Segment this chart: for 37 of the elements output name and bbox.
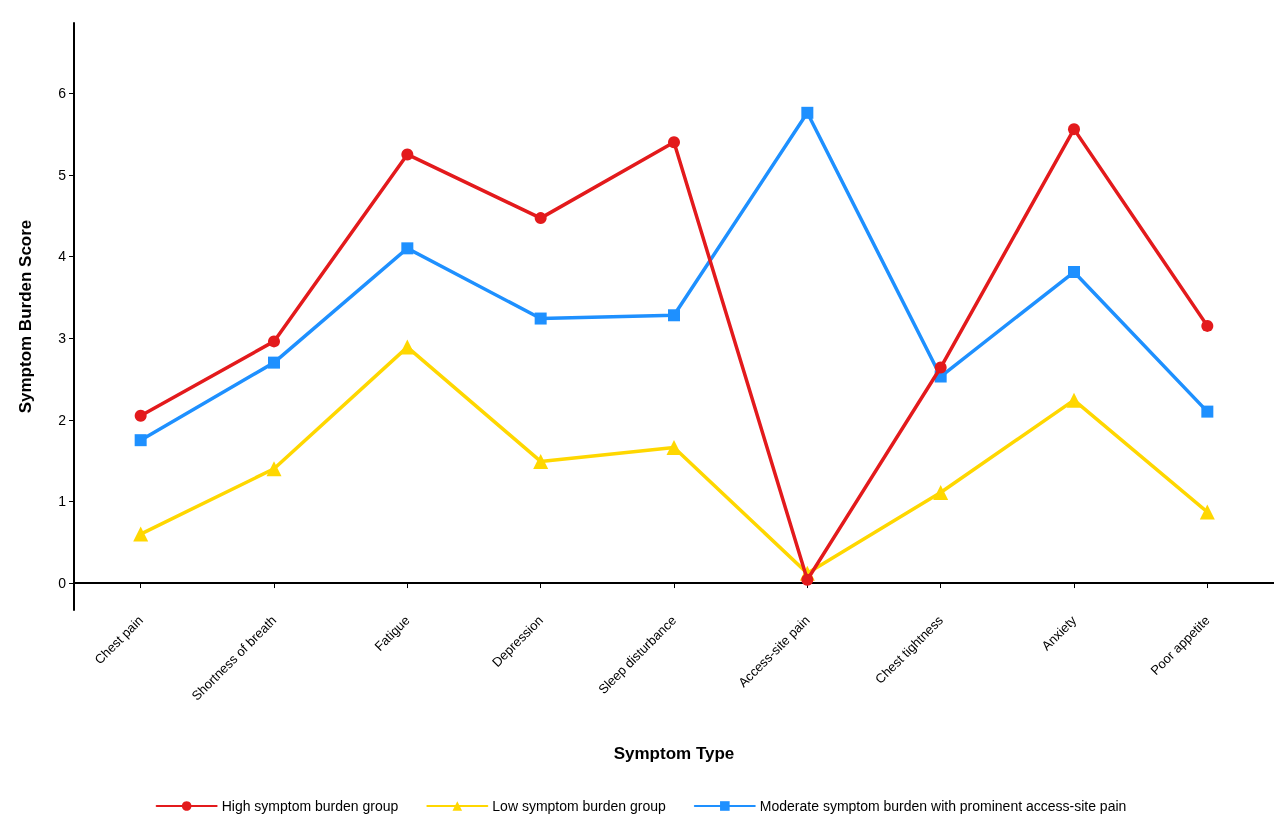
y-tick-label: 0 (58, 575, 67, 592)
legend-label: High symptom burden group (221, 798, 399, 814)
point (268, 356, 280, 369)
point (801, 573, 814, 586)
point (399, 339, 415, 355)
point (134, 409, 147, 422)
point (934, 361, 947, 374)
y-axis-title: Symptom Burden Score (16, 219, 35, 414)
point (1068, 266, 1080, 279)
legend-label: Moderate symptom burden with prominent access-site pain (759, 798, 1127, 814)
y-tick-label: 6 (58, 85, 67, 102)
point (134, 434, 147, 447)
point (133, 526, 149, 542)
point (401, 148, 414, 161)
legend-label: Low symptom burden group (492, 798, 667, 814)
point (268, 335, 280, 348)
point (1066, 392, 1082, 408)
point (1199, 504, 1215, 520)
point (1201, 319, 1214, 332)
point (666, 440, 682, 456)
y-tick-label: 2 (58, 411, 67, 428)
point (266, 461, 282, 477)
y-tick-label: 5 (58, 166, 67, 183)
y-tick-label: 1 (58, 493, 67, 510)
point (1068, 123, 1080, 136)
y-tick-label: 3 (58, 330, 67, 347)
point (533, 453, 549, 469)
x-axis-title: Symptom Type (613, 744, 735, 763)
point (801, 106, 814, 119)
point (668, 136, 680, 149)
y-tick-label: 4 (58, 248, 67, 265)
point (401, 242, 414, 255)
point (534, 212, 547, 225)
point (933, 484, 949, 500)
point (1201, 405, 1214, 418)
point (534, 312, 547, 325)
point (668, 309, 680, 322)
